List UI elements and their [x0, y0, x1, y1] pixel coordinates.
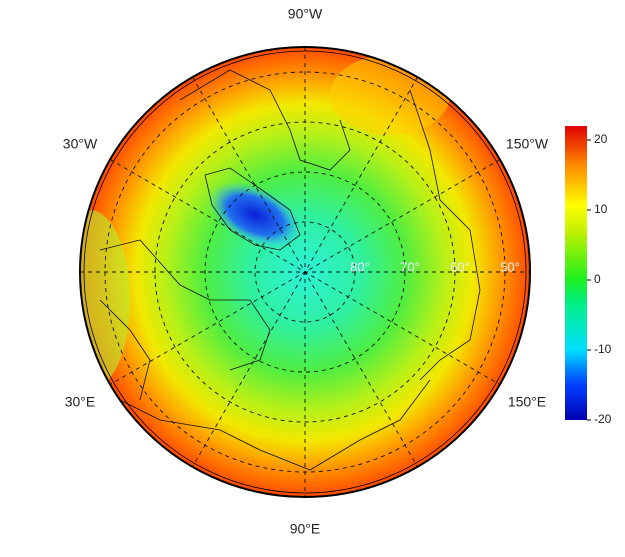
colorbar-tick-label: 0 — [594, 272, 601, 286]
longitude-label: 90°W — [288, 6, 323, 22]
longitude-label: 30°E — [65, 394, 96, 410]
longitude-label: 150°W — [506, 136, 549, 152]
colorbar-tick-label: 10 — [594, 202, 608, 216]
longitude-label: 150°E — [508, 394, 546, 410]
longitude-label: 90°E — [290, 521, 321, 537]
colorbar-tick-label: -10 — [594, 342, 612, 356]
latitude-label: 50° — [500, 259, 520, 274]
colorbar — [565, 126, 587, 420]
colorbar-tick-label: 20 — [594, 132, 608, 146]
colorbar-tick-label: -20 — [594, 412, 612, 426]
latitude-label: 80° — [350, 259, 370, 274]
latitude-label: 60° — [450, 259, 470, 274]
latitude-circle — [204, 171, 406, 373]
meridian — [109, 159, 501, 385]
map-border — [79, 46, 531, 498]
graticule — [80, 47, 530, 497]
latitude-label: 70° — [400, 259, 420, 274]
longitude-label: 30°W — [63, 136, 98, 152]
map-border-inner — [83, 50, 527, 494]
